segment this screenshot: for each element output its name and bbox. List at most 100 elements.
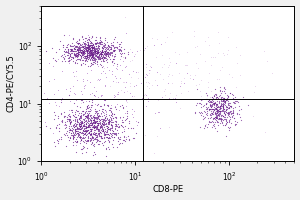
Point: [91, 43, 96, 46]
Point: [81, 51, 86, 54]
Point: [173, 94, 178, 97]
Point: [134, 49, 139, 53]
Point: [76, 118, 81, 121]
Point: [63, 55, 68, 58]
Point: [89, 138, 94, 142]
Point: [85, 53, 90, 57]
Point: [107, 136, 112, 139]
Point: [110, 70, 114, 73]
Point: [101, 52, 106, 55]
Point: [221, 86, 226, 90]
Point: [178, 92, 183, 95]
Point: [225, 105, 230, 108]
Point: [93, 41, 98, 44]
Point: [101, 129, 106, 132]
Point: [226, 112, 231, 115]
Point: [89, 62, 94, 65]
Point: [85, 43, 90, 46]
Point: [80, 117, 85, 120]
Point: [223, 99, 228, 102]
Point: [81, 42, 86, 45]
Point: [109, 60, 114, 63]
Point: [106, 136, 111, 139]
Point: [57, 47, 62, 51]
Point: [68, 121, 72, 124]
Point: [84, 124, 88, 127]
Point: [227, 126, 232, 130]
Point: [98, 126, 103, 129]
Point: [71, 57, 76, 60]
Point: [93, 52, 98, 55]
Point: [83, 129, 88, 132]
Point: [82, 139, 87, 142]
Point: [77, 128, 82, 131]
Point: [106, 120, 111, 123]
Point: [95, 49, 100, 52]
Point: [85, 46, 89, 49]
Point: [81, 120, 86, 124]
Point: [100, 125, 105, 128]
Point: [72, 120, 77, 123]
Point: [83, 55, 88, 58]
Point: [95, 43, 100, 46]
Point: [106, 139, 111, 143]
Point: [95, 115, 100, 118]
Point: [84, 100, 88, 103]
Point: [109, 45, 114, 49]
Point: [214, 103, 219, 106]
Point: [209, 95, 214, 98]
Point: [92, 102, 97, 106]
Point: [206, 122, 211, 125]
Point: [99, 49, 104, 52]
Point: [76, 133, 80, 136]
Point: [83, 43, 88, 46]
Point: [94, 126, 99, 130]
Point: [101, 53, 106, 57]
Point: [109, 143, 114, 146]
Point: [195, 67, 200, 70]
Point: [213, 111, 218, 114]
Point: [102, 120, 106, 123]
Point: [86, 106, 91, 109]
Point: [84, 127, 89, 130]
Point: [124, 80, 129, 84]
Point: [84, 121, 88, 125]
Point: [66, 115, 71, 118]
Point: [124, 98, 128, 102]
Point: [195, 87, 200, 90]
Point: [95, 50, 100, 53]
Point: [77, 119, 82, 122]
Point: [221, 104, 226, 107]
Point: [69, 47, 74, 50]
Point: [91, 43, 96, 46]
Point: [114, 125, 118, 128]
Point: [98, 53, 103, 56]
Point: [101, 118, 106, 121]
Point: [50, 47, 55, 50]
Point: [99, 56, 104, 59]
Point: [103, 132, 108, 136]
Point: [142, 93, 146, 96]
Point: [214, 106, 218, 110]
Point: [89, 61, 94, 64]
Point: [100, 130, 105, 133]
Point: [65, 116, 70, 119]
Point: [109, 124, 114, 127]
Point: [94, 54, 98, 57]
Point: [47, 101, 52, 104]
Point: [224, 110, 229, 113]
Point: [86, 52, 91, 55]
Point: [78, 58, 82, 61]
Point: [90, 55, 94, 58]
Point: [89, 57, 94, 60]
Point: [220, 110, 224, 113]
Point: [160, 54, 164, 57]
Point: [78, 116, 83, 119]
Point: [70, 44, 75, 47]
Point: [212, 123, 217, 126]
Point: [79, 124, 83, 128]
Point: [66, 59, 71, 62]
Point: [114, 116, 118, 119]
Point: [68, 137, 72, 140]
Point: [100, 49, 104, 52]
